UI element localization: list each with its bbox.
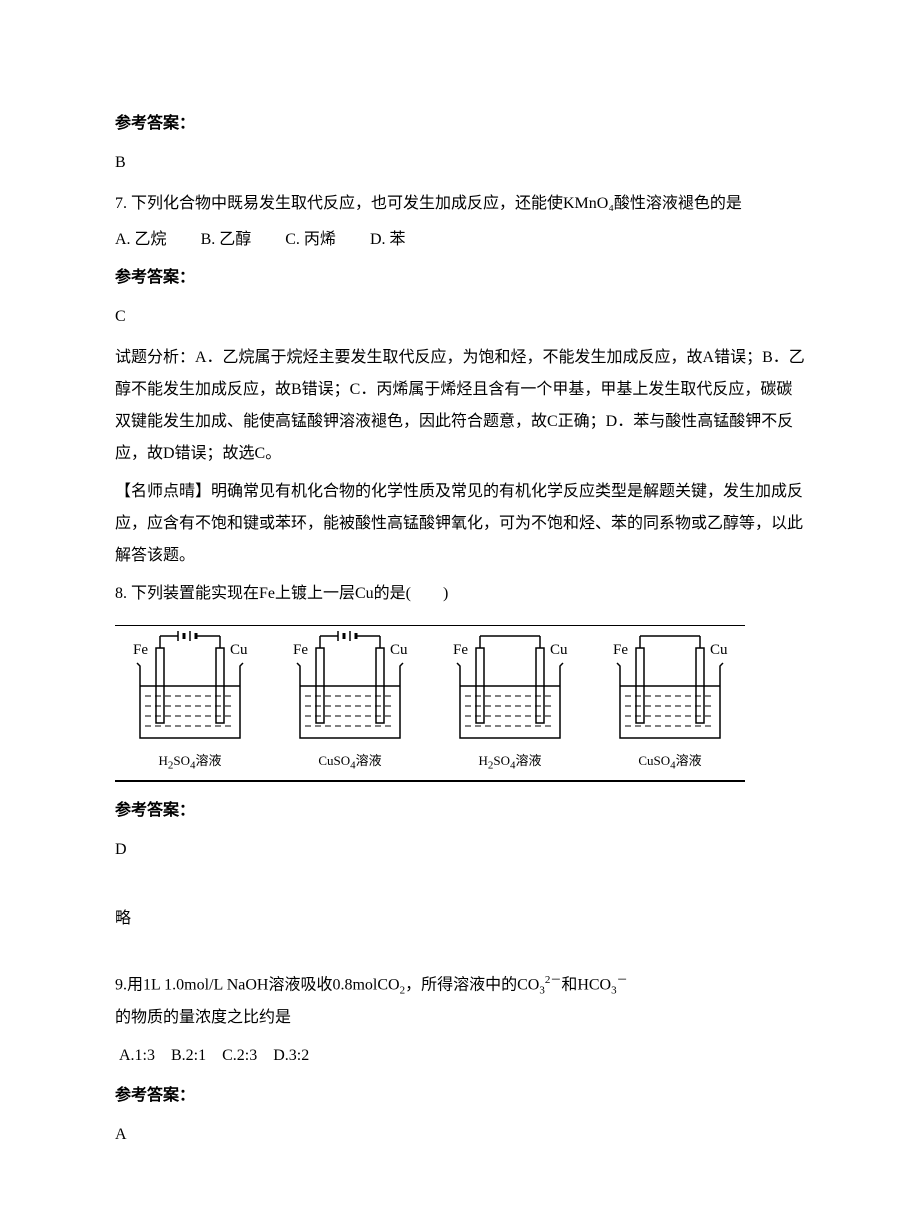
beaker-cell: Fe Cu H2SO4溶液 [435,628,585,778]
q9-number: 9. [115,977,127,994]
right-electrode-label: Cu [550,642,568,658]
left-electrode-label: Fe [293,642,308,658]
q8-stem-text: 下列装置能实现在Fe上镀上一层Cu的是( ) [131,585,448,602]
q9-mid2: 和HCO [561,977,611,994]
q7-stem: 7. 下列化合物中既易发生取代反应，也可发生加成反应，还能使KMnO₄酸性溶液褪… [115,188,805,220]
q8-note: 略 [115,905,805,934]
ref-answer-label: 参考答案： [115,797,805,826]
q8-stem: 8. 下列装置能实现在Fe上镀上一层Cu的是( ) [115,578,805,610]
q7-tip: 【名师点晴】明确常见有机化合物的化学性质及常见的有机化学反应类型是解题关键，发生… [115,476,805,572]
left-electrode-label: Fe [453,642,468,658]
ref-answer-label: 参考答案： [115,1082,805,1111]
q7-options: A. 乙烷 B. 乙醇 C. 丙烯 D. 苯 [115,226,805,255]
beaker-cell: Fe Cu H2SO4溶液 [115,628,265,778]
q9-stem: 9.用1L 1.0mol/L NaOH溶液吸收0.8molCO2，所得溶液中的C… [115,969,805,1034]
q8-answer: D [115,836,805,865]
q9-mid1: ，所得溶液中的CO [405,977,539,994]
q9-stem-post: 的物质的量浓度之比约是 [115,1009,291,1026]
right-electrode-label: Cu [710,642,728,658]
beaker-cell: Fe Cu CuSO4溶液 [595,628,745,778]
solution-label: H2SO4溶液 [115,749,265,776]
q7-opt-d: D. 苯 [370,226,406,255]
q7-explanation: 试题分析：A．乙烷属于烷烃主要发生取代反应，为饱和烃，不能发生加成反应，故A错误… [115,342,805,470]
q9-stem-pre: 用1L 1.0mol/L NaOH溶液吸收0.8molCO [127,977,400,994]
q7-answer: C [115,303,805,332]
q9-sup2: － [617,974,628,986]
q9-options: A.1:3 B.2:1 C.2:3 D.3:2 [115,1040,805,1072]
q7-stem-text: 下列化合物中既易发生取代反应，也可发生加成反应，还能使KMnO₄酸性溶液褪色的是 [131,195,742,212]
q7-tip-label: 【名师点晴】 [115,483,211,500]
q7-opt-b: B. 乙醇 [201,226,252,255]
solution-label: H2SO4溶液 [435,749,585,776]
q6-answer: B [115,149,805,178]
q7-opt-c: C. 丙烯 [285,226,336,255]
q9-sub3: 3 [611,985,617,997]
q7-tip-text: 明确常见有机化合物的化学性质及常见的有机化学反应类型是解题关键，发生加成反应，应… [115,483,803,564]
q8-diagram-row: Fe Cu H2SO4溶液 Fe Cu CuSO4溶液 [115,625,745,782]
q7-opt-a: A. 乙烷 [115,226,167,255]
q9-sub2: 3 [539,985,545,997]
ref-answer-label: 参考答案： [115,110,805,139]
q9-sup1: 2－ [545,974,562,986]
right-electrode-label: Cu [390,642,408,658]
ref-answer-label: 参考答案： [115,264,805,293]
left-electrode-label: Fe [133,642,148,658]
solution-label: CuSO4溶液 [595,749,745,776]
q7-number: 7. [115,195,127,212]
solution-label: CuSO4溶液 [275,749,425,776]
q9-answer: A [115,1121,805,1150]
beaker-cell: Fe Cu CuSO4溶液 [275,628,425,778]
right-electrode-label: Cu [230,642,248,658]
q8-number: 8. [115,585,127,602]
left-electrode-label: Fe [613,642,628,658]
